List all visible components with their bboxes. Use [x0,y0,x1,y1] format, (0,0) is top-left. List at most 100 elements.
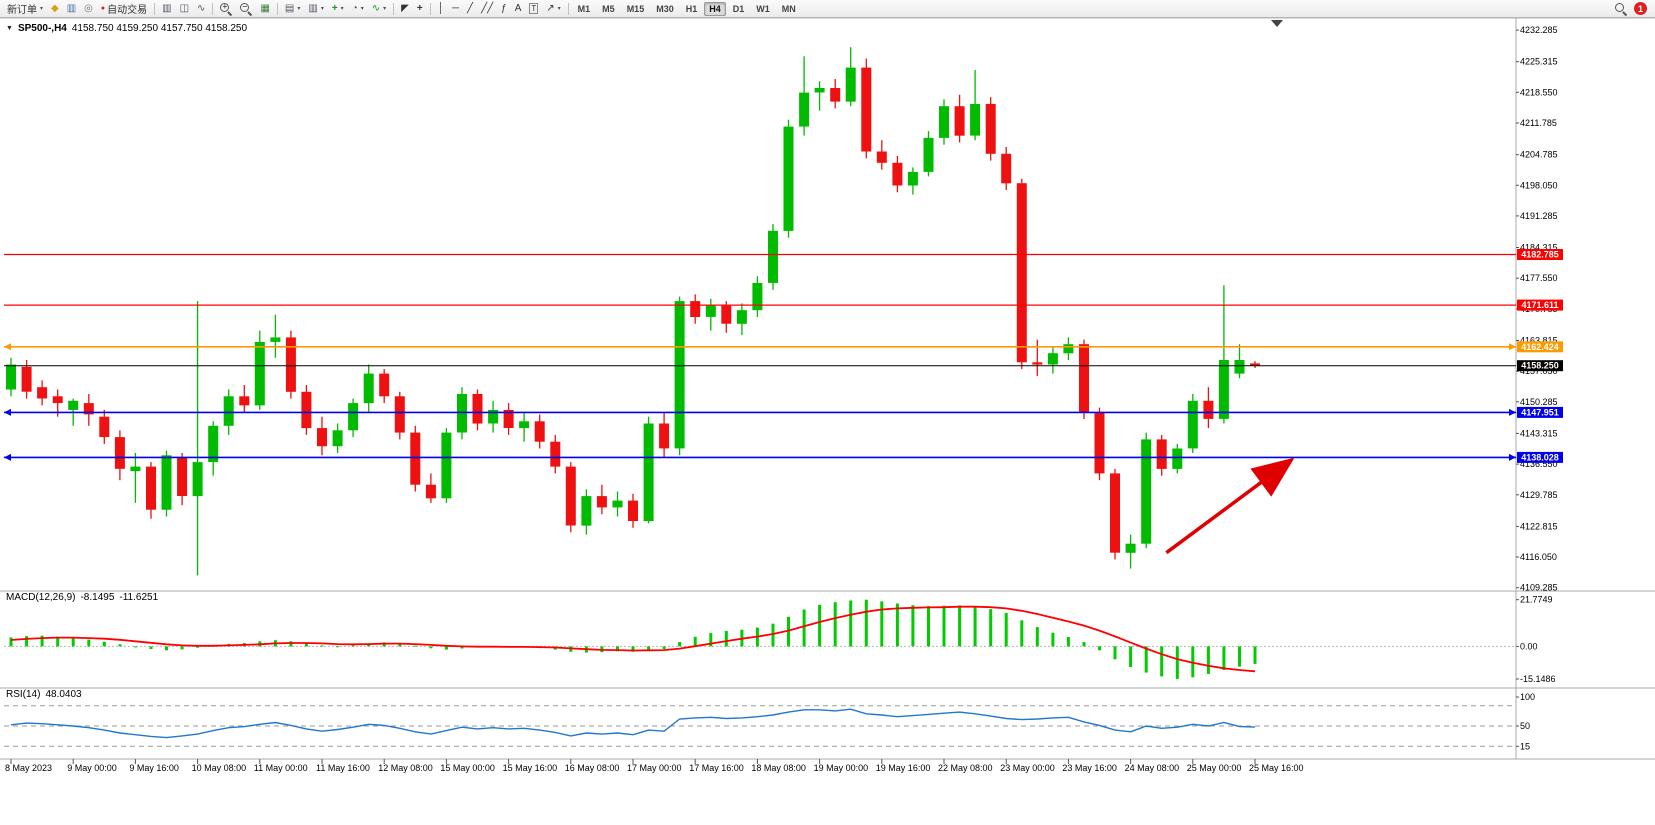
svg-text:24 May 08:00: 24 May 08:00 [1125,763,1180,773]
svg-text:4150.285: 4150.285 [1520,397,1558,407]
svg-text:4147.951: 4147.951 [1521,407,1559,417]
svg-text:4143.315: 4143.315 [1520,428,1558,438]
svg-text:22 May 08:00: 22 May 08:00 [938,763,993,773]
svg-text:-15.1486: -15.1486 [1520,674,1556,684]
search-icon[interactable] [1615,2,1627,15]
arrange-windows-icon[interactable]: ▥ ▾ [308,3,324,14]
rsi-value: 48.0403 [45,689,82,700]
svg-text:100: 100 [1520,692,1535,702]
svg-text:4184.315: 4184.315 [1520,243,1558,253]
horizontal-lines[interactable]: 4182.785 4171.611 4162.424 4158.250 4147.951… [4,249,1563,463]
annotation-arrow[interactable] [1165,457,1295,555]
quotes-icon[interactable]: ◆ [51,3,59,14]
timeframe-clock-icon[interactable]: ◔ ▾ [351,3,364,14]
svg-text:10 May 08:00: 10 May 08:00 [192,763,247,773]
toolbar-buttons: 新订单 ▾ ◆ ▥ ◎ ● 自动交易 ▥ ◫ ∿ + − ▦ ▤ ▾ ▥ ▾ + ▾ ◔ ▾ ∿ ▾ ◤ + │ ─ ╱ ╱╱ ƒ A T ↗ ▾… [3,0,802,17]
cascade-windows-icon[interactable]: ▤ ▾ [284,3,301,14]
toolbar-separator [393,2,395,15]
macd-value: -8.1495 [80,592,115,603]
fibonacci-icon[interactable]: ƒ [501,3,507,14]
svg-text:50: 50 [1520,721,1530,731]
svg-text:25 May 16:00: 25 May 16:00 [1249,763,1304,773]
chart-symbol-header[interactable]: ▼ SP500-,H4 4158.750 4159.250 4157.750 4… [6,23,247,34]
timeframe-m5-button[interactable]: M5 [602,3,615,14]
svg-text:4177.550: 4177.550 [1520,273,1558,283]
timeframe-d1-button[interactable]: D1 [732,3,745,14]
candles [6,47,1260,576]
label-icon[interactable]: T [529,3,539,14]
tile-windows-icon[interactable]: ▦ [260,3,270,14]
svg-text:8 May 2023: 8 May 2023 [5,763,52,773]
auto-trading-button[interactable]: ● 自动交易 [100,5,148,16]
line-chart-icon[interactable]: ∿ [197,3,206,14]
svg-text:4198.050: 4198.050 [1520,180,1558,190]
chart-frame [0,17,1655,760]
toolbar-separator [429,2,431,15]
crosshair-icon[interactable]: + [416,3,423,14]
arrows-icon[interactable]: ↗ ▾ [546,3,561,14]
candlestick-chart-icon[interactable]: ◫ [179,3,190,14]
channel-icon[interactable]: ╱╱ [481,3,494,14]
zoom-out-icon[interactable]: − [237,1,255,16]
rsi-axis: 100 50 15 [1516,692,1535,751]
symbol-period-label: SP500-,H4 [17,23,67,34]
svg-text:15 May 16:00: 15 May 16:00 [503,763,558,773]
trendline-icon[interactable]: ╱ [467,3,474,14]
chart-window-icon[interactable]: ▥ [66,3,77,14]
text-icon[interactable]: A [514,3,522,14]
svg-text:9 May 00:00: 9 May 00:00 [67,763,117,773]
macd-signal-line [10,605,1256,673]
vertical-line-icon[interactable]: │ [437,3,444,14]
bar-chart-icon[interactable]: ▥ [162,3,172,14]
rsi-title: RSI(14) [6,689,41,700]
rsi-line [10,708,1256,739]
svg-text:4162.424: 4162.424 [1521,342,1559,352]
cursor-icon[interactable]: ◤ [401,3,409,14]
svg-text:11 May 00:00: 11 May 00:00 [254,763,308,773]
svg-text:18 May 08:00: 18 May 08:00 [751,763,806,773]
rsi-levels [4,705,1516,747]
svg-text:4211.785: 4211.785 [1520,118,1557,128]
svg-text:4171.611: 4171.611 [1521,300,1558,310]
svg-text:17 May 00:00: 17 May 00:00 [627,763,682,773]
toolbar-separator [567,2,569,15]
timeframe-h1-button[interactable]: H1 [685,3,698,14]
svg-text:4204.785: 4204.785 [1520,150,1558,160]
svg-text:9 May 16:00: 9 May 16:00 [129,763,179,773]
indicators-icon[interactable]: ∿ ▾ [371,3,387,14]
svg-text:4218.550: 4218.550 [1520,87,1558,97]
horizontal-line-icon[interactable]: ─ [451,3,460,14]
timeframe-mn-button[interactable]: MN [781,3,796,14]
ohlc-values-label: 4158.750 4159.250 4157.750 4158.250 [71,23,248,34]
macd-header: MACD(12,26,9) -8.1495 -11.6251 [6,592,158,603]
svg-text:12 May 08:00: 12 May 08:00 [378,763,433,773]
svg-text:4182.785: 4182.785 [1521,250,1559,260]
svg-text:4136.550: 4136.550 [1520,459,1558,469]
toolbar-separator [212,2,214,15]
timeframe-m1-button[interactable]: M1 [577,3,591,14]
rsi-header: RSI(14) 48.0403 [6,689,82,700]
refresh-icon[interactable]: ◎ [84,3,93,14]
toolbar-separator [276,2,278,15]
svg-text:4163.815: 4163.815 [1520,336,1558,346]
collapse-arrow-icon[interactable]: ▼ [6,25,13,32]
toolbar-separator [154,2,156,15]
time-axis[interactable]: 8 May 2023 9 May 00:00 9 May 16:00 10 May 0… [5,759,1304,773]
timeframe-m30-button[interactable]: M30 [656,3,674,14]
chart-shift-marker[interactable] [1271,20,1283,27]
timeframe-m15-button[interactable]: M15 [626,3,645,14]
notification-badge[interactable]: 1 [1634,2,1647,15]
new-chart-icon[interactable]: + ▾ [331,3,344,14]
svg-text:4232.285: 4232.285 [1520,25,1558,35]
svg-text:15: 15 [1520,741,1530,751]
svg-text:4116.050: 4116.050 [1520,552,1557,562]
timeframe-h4-button[interactable]: H4 [704,1,726,16]
svg-text:23 May 00:00: 23 May 00:00 [1000,763,1055,773]
svg-text:4109.285: 4109.285 [1520,583,1558,593]
zoom-in-icon[interactable]: + [217,1,235,16]
timeframe-w1-button[interactable]: W1 [756,3,770,14]
new-order-button[interactable]: 新订单 ▾ [7,5,44,16]
toolbar-right: 1 [1615,2,1652,15]
